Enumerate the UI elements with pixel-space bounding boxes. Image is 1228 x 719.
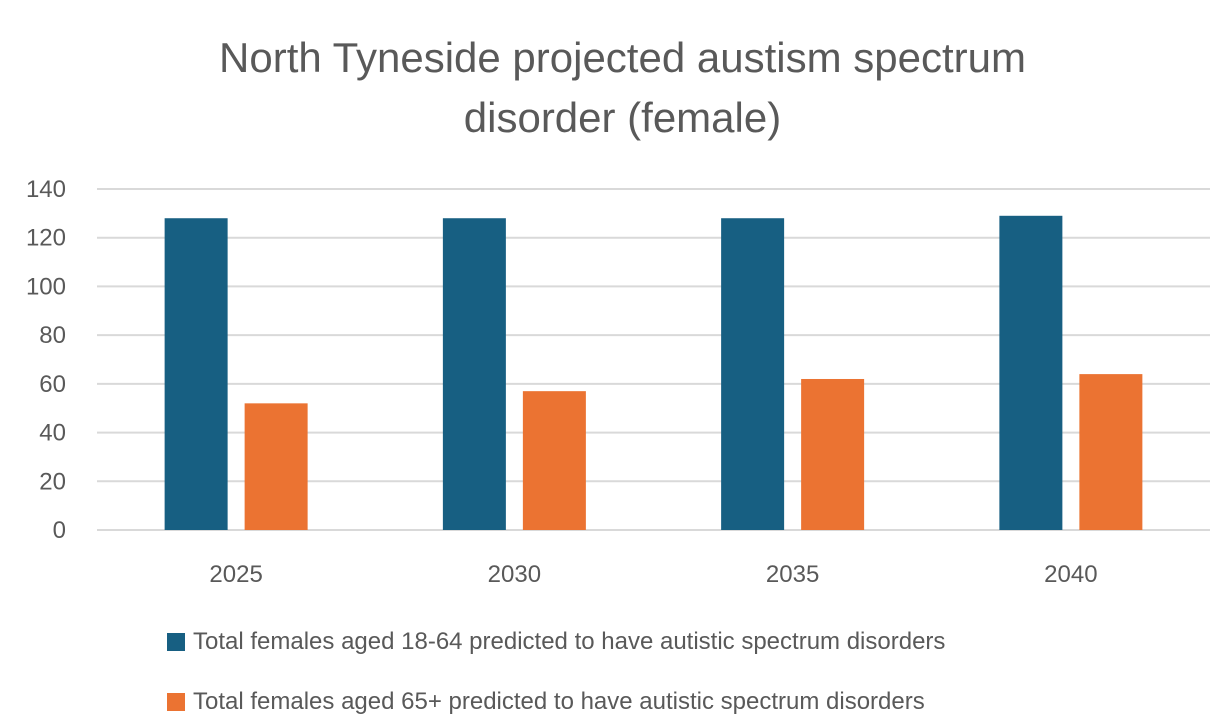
y-tick-label: 0 bbox=[53, 517, 66, 544]
bar-65-plus-2025 bbox=[244, 403, 308, 530]
bar-65-plus-2040 bbox=[1079, 374, 1143, 530]
legend-label-65-plus: Total females aged 65+ predicted to have… bbox=[193, 688, 925, 715]
x-tick-label: 2040 bbox=[1044, 561, 1097, 588]
chart-title-line-1: North Tyneside projected austism spectru… bbox=[219, 34, 1026, 81]
y-tick-label: 120 bbox=[26, 225, 66, 252]
y-tick-label: 80 bbox=[39, 322, 66, 349]
chart-title-line-2: disorder (female) bbox=[463, 94, 782, 141]
chart-title: North Tyneside projected austism spectru… bbox=[0, 28, 1228, 148]
bar-65-plus-2030 bbox=[522, 391, 586, 530]
bar-18-64-2025 bbox=[164, 218, 228, 530]
bar-18-64-2040 bbox=[999, 215, 1063, 531]
y-tick-label: 100 bbox=[26, 273, 66, 300]
y-tick-label: 60 bbox=[39, 371, 66, 398]
legend-swatch-65-plus bbox=[167, 693, 185, 711]
x-tick-label: 2025 bbox=[209, 561, 262, 588]
bar-18-64-2030 bbox=[442, 218, 506, 530]
y-tick-label: 20 bbox=[39, 468, 66, 495]
legend-label-18-64: Total females aged 18-64 predicted to ha… bbox=[193, 628, 946, 655]
x-tick-label: 2030 bbox=[488, 561, 541, 588]
bar-65-plus-2035 bbox=[801, 378, 865, 530]
bar-18-64-2035 bbox=[721, 218, 785, 530]
y-tick-label: 140 bbox=[26, 176, 66, 203]
legend-item-18-64: Total females aged 18-64 predicted to ha… bbox=[167, 628, 945, 656]
y-tick-label: 40 bbox=[39, 420, 66, 447]
legend-swatch-18-64 bbox=[167, 633, 185, 651]
legend-item-65-plus: Total females aged 65+ predicted to have… bbox=[167, 688, 925, 716]
x-tick-label: 2035 bbox=[766, 561, 819, 588]
